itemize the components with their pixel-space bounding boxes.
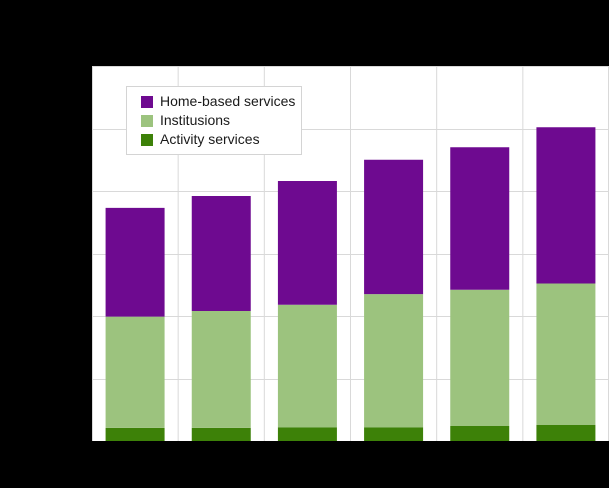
bar-segment-institusions — [364, 294, 424, 428]
legend-item-activity-services: Activity services — [141, 130, 295, 149]
bar-segment-institusions — [191, 311, 251, 428]
bar-segment-institusions — [450, 289, 510, 426]
bar-segment-home-based-services — [105, 207, 165, 317]
bar-segment-home-based-services — [536, 127, 596, 284]
bar-segment-home-based-services — [191, 196, 251, 311]
bar-segment-activity-services — [105, 427, 165, 441]
bar-segment-institusions — [277, 304, 337, 428]
bar-segment-activity-services — [450, 426, 510, 441]
legend-label-activity-services: Activity services — [160, 131, 260, 147]
bar-segment-home-based-services — [277, 181, 337, 305]
legend: Home-based services Institusions Activit… — [126, 86, 302, 155]
bar-segment-institusions — [536, 283, 596, 425]
bar-segment-activity-services — [536, 424, 596, 441]
bar-segment-institusions — [105, 316, 165, 428]
bar-segment-activity-services — [277, 427, 337, 441]
home-based-services-swatch-icon — [141, 95, 153, 108]
legend-item-institusions: Institusions — [141, 111, 295, 130]
legend-label-institusions: Institusions — [160, 112, 231, 128]
legend-item-home-based-services: Home-based services — [141, 92, 295, 111]
bar-segment-home-based-services — [450, 147, 510, 290]
bar-segment-home-based-services — [364, 159, 424, 295]
bar-segment-activity-services — [364, 427, 424, 441]
legend-label-home-based-services: Home-based services — [160, 93, 296, 109]
institusions-swatch-icon — [141, 114, 153, 127]
bar-segment-activity-services — [191, 427, 251, 441]
activity-services-swatch-icon — [141, 133, 153, 146]
plot-area: Home-based services Institusions Activit… — [92, 66, 609, 441]
